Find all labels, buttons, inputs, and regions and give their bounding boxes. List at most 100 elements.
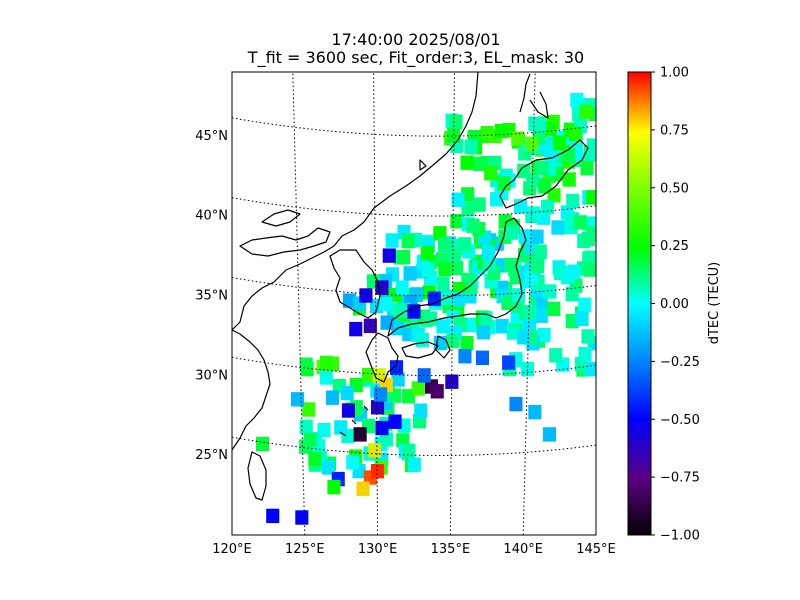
dtec-cell: [458, 349, 472, 364]
dtec-cell: [427, 291, 441, 306]
dtec-cell-hokkaido-sea: [449, 114, 463, 129]
coastline-shikoku: [401, 341, 439, 359]
dtec-cell-pacific-east: [517, 330, 531, 345]
coastline-china-south: [232, 329, 271, 451]
dtec-cell: [359, 288, 373, 303]
dtec-cell-honshu: [438, 262, 452, 277]
dtec-cell: [356, 481, 370, 496]
plot-title-line1: 17:40:00 2025/08/01: [331, 30, 501, 49]
dtec-cell-pacific-east: [567, 264, 581, 279]
lat-tick-label: 40°N: [195, 209, 228, 224]
dtec-cell-pacific-east: [575, 311, 589, 327]
dtec-cell: [407, 304, 421, 319]
dtec-cell-honshu: [534, 296, 548, 311]
dtec-cell-honshu: [424, 311, 438, 326]
dtec-cell-sakhalin: [568, 126, 582, 142]
dtec-cell-pacific-east: [534, 308, 548, 323]
coastline-taiwan: [247, 451, 267, 501]
dtec-cell-pacific-east: [573, 215, 587, 230]
dtec-cell-hokkaido-sea: [540, 199, 554, 215]
dtec-cell: [579, 104, 593, 120]
dtec-cell: [388, 414, 402, 429]
colorbar-tick-label: −0.50: [660, 413, 700, 428]
dtec-cell-hokkaido-sea: [466, 218, 480, 233]
dtec-cell-honshu: [397, 249, 411, 265]
dtec-cell: [363, 318, 377, 334]
parallel-line: [232, 277, 596, 297]
dtec-cell: [374, 387, 388, 402]
dtec-cell-sakhalin: [552, 135, 566, 151]
dtec-cells: [256, 93, 596, 525]
dtec-cell-hokkaido-sea: [464, 139, 478, 154]
dtec-cell-honshu: [522, 316, 536, 332]
coastline-honshu: [387, 217, 527, 337]
colorbar-tick-label: 0.50: [660, 181, 689, 196]
dtec-cell: [430, 384, 444, 399]
dtec-cell-east-china-sea: [317, 423, 331, 438]
dtec-cell-korea-strait: [343, 293, 357, 308]
colorbar-tick-label: 0.00: [660, 297, 689, 312]
meridian-line: [449, 72, 455, 535]
coastline-kyushu: [365, 332, 399, 383]
lat-tick-labels: 25°N 30°N 35°N 40°N 45°N: [195, 129, 228, 463]
dtec-cell-pacific-east: [551, 220, 565, 235]
dtec-cell-hokkaido-sea: [447, 128, 461, 143]
meridian-line: [522, 72, 536, 535]
dtec-cell-east-china-sea: [402, 443, 416, 458]
dtec-cell: [291, 392, 305, 407]
colorbar-tick-label: 0.25: [660, 239, 689, 254]
dtec-cell-pacific-east: [506, 325, 520, 340]
lat-tick-label: 45°N: [195, 129, 228, 144]
dtec-cell-sakhalin: [586, 138, 596, 153]
dtec-cell-east-china-sea: [299, 439, 313, 454]
dtec-cell: [509, 396, 523, 412]
dtec-cell-east-china-sea: [299, 357, 313, 372]
colorbar-tick-label: 0.75: [660, 123, 689, 138]
dtec-cell-hokkaido-sea: [461, 201, 475, 217]
dtec-cell-hokkaido-sea: [538, 179, 552, 194]
dtec-cell-pacific-east: [582, 251, 596, 266]
dtec-cell: [349, 321, 363, 337]
dtec-cell: [266, 508, 280, 524]
dtec-cell-pacific-east: [581, 329, 595, 344]
dtec-cell-hokkaido-sea: [484, 166, 498, 181]
dtec-cell-east-china-sea: [308, 451, 322, 467]
meridian-line: [292, 72, 306, 535]
dtec-cell-pacific-east: [523, 305, 537, 320]
lon-tick-label: 130°E: [358, 542, 398, 557]
dtec-cell: [295, 510, 309, 525]
meridian-line: [595, 523, 596, 535]
dtec-cell: [325, 390, 339, 405]
dtec-cell: [341, 403, 355, 418]
dtec-cell: [382, 248, 396, 263]
dtec-cell-east-china-sea: [321, 460, 335, 475]
dtec-cell-east-china-sea: [379, 432, 393, 447]
lon-tick-labels: 120°E 125°E 130°E 135°E 140°E 145°E: [212, 542, 616, 557]
coastline-sakhalin: [519, 73, 549, 119]
lat-tick-label: 30°N: [195, 368, 228, 383]
dtec-cell: [375, 280, 389, 295]
lon-tick-label: 120°E: [212, 542, 252, 557]
dtec-cell-honshu: [482, 256, 496, 272]
lon-tick-label: 135°E: [431, 542, 471, 557]
dtec-cell: [327, 479, 341, 495]
dtec-cell-honshu: [385, 233, 399, 248]
colorbar-label: dTEC (TECU): [707, 262, 722, 345]
dtec-cell-honshu: [501, 295, 515, 311]
dtec-cell-east-china-sea: [346, 455, 360, 470]
colorbar-tick-label: −1.00: [660, 529, 700, 544]
dtec-cell-hokkaido-sea: [585, 147, 596, 162]
dtec-cell-sakhalin: [533, 117, 547, 133]
dtec-cell-honshu: [460, 335, 474, 351]
map-frame: [231, 71, 597, 536]
dtec-cell: [256, 436, 270, 452]
dtec-cell-pacific-east: [583, 262, 596, 277]
dtec-cell-hokkaido-sea: [497, 176, 511, 191]
lat-tick-label: 25°N: [195, 448, 228, 463]
coastline-mainland: [232, 72, 479, 331]
dtec-cell-honshu: [436, 276, 450, 292]
dtec-cell-honshu: [477, 325, 491, 340]
colorbar: [627, 71, 652, 536]
dtec-cell-hokkaido-sea: [513, 199, 527, 214]
